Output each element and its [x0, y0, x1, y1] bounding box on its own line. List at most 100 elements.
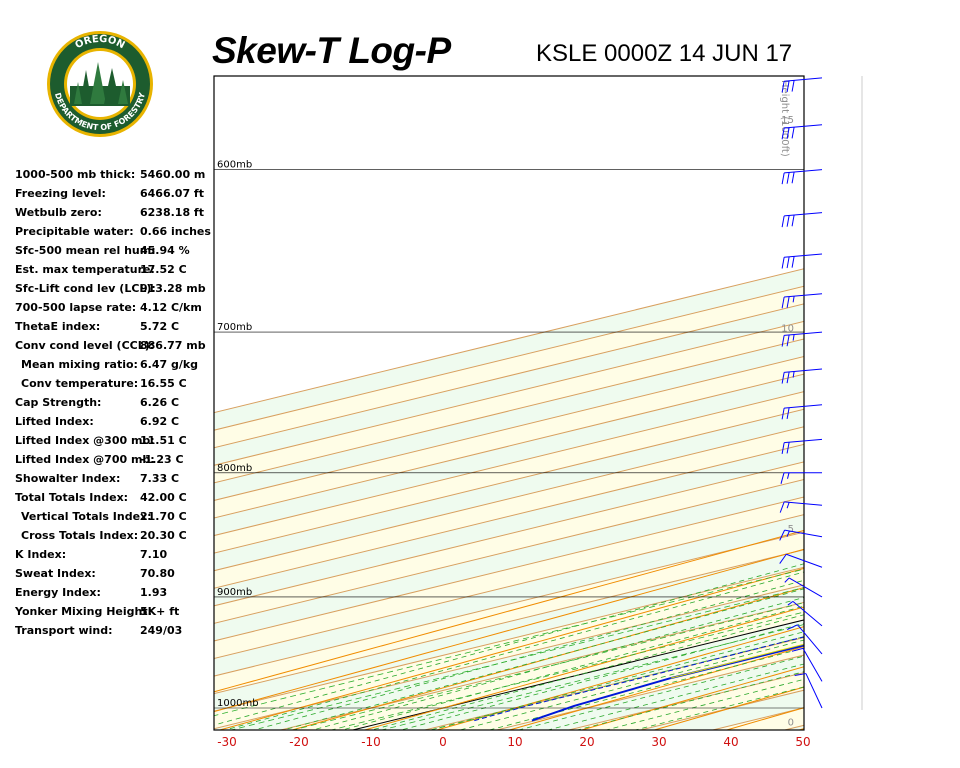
stat-value: 6238.18 ft [140, 206, 204, 219]
wind-barb-staff [784, 253, 823, 258]
stat-value: 6.47 g/kg [140, 358, 199, 371]
wind-barb [784, 577, 823, 598]
isotherm-band [214, 268, 804, 431]
mixing-ratio-line [229, 587, 804, 730]
moist-adiabat [214, 563, 804, 726]
wind-barb-staff [784, 368, 823, 373]
wind-barb [779, 501, 823, 513]
wind-barb [781, 253, 823, 269]
x-tick-label: -20 [289, 735, 309, 749]
isobar-label: 1000mb [217, 698, 259, 709]
wind-barb-half-tick [786, 502, 790, 509]
isotherm-line [214, 285, 804, 431]
wind-barb-tick [791, 647, 804, 652]
wind-barb [794, 673, 823, 709]
wind-barb-tick [781, 127, 785, 140]
height-tick-label: 5 [788, 524, 794, 535]
isotherm-line [214, 514, 804, 660]
wind-barb-staff [788, 577, 823, 598]
mixing-ratio-line [291, 602, 804, 730]
wind-barb-half-tick [786, 530, 790, 537]
isotherm-band [784, 725, 804, 730]
wind-barb-tick [786, 172, 790, 184]
wind-barb [787, 624, 823, 655]
wind-barb-staff [784, 212, 823, 217]
stat-label: Conv cond level (CCL): [15, 339, 155, 352]
stat-label: Yonker Mixing Height: [15, 605, 152, 618]
dry-adiabat [217, 567, 804, 730]
isobar-label: 900mb [217, 587, 252, 598]
stat-label: Cross Totals Index: [21, 529, 139, 542]
isotherm-line [214, 566, 804, 712]
wind-barb-tick [781, 172, 785, 185]
wind-barb-staff [784, 501, 823, 506]
isotherm-band [214, 514, 804, 677]
stat-value: 886.77 mb [140, 339, 206, 352]
wind-barb-staff [786, 553, 823, 568]
stat-value: 1.93 [140, 586, 168, 599]
stat-value: 0.66 inches [140, 225, 211, 238]
x-tick-label: -10 [361, 735, 381, 749]
isotherm-band [214, 391, 804, 554]
moist-adiabat [311, 597, 804, 730]
stat-label: Mean mixing ratio: [21, 358, 138, 371]
wind-barb [787, 600, 823, 627]
wind-barb-tick [781, 215, 785, 228]
isotherm-band [214, 444, 804, 606]
wind-barb-staff [784, 124, 823, 129]
isobar-label: 600mb [217, 160, 252, 171]
stat-value: 249/03 [140, 624, 183, 637]
isotherm-band [214, 409, 804, 571]
wind-barb [781, 331, 823, 347]
isotherm-band [214, 461, 804, 624]
stat-value: 45.94 % [140, 244, 190, 257]
stat-label: Precipitable water: [15, 225, 134, 238]
wind-barb-half-tick [792, 296, 795, 303]
x-tick-label: -30 [217, 735, 237, 749]
stat-value: 21.70 C [140, 510, 187, 523]
dry-adiabat [214, 548, 804, 713]
stat-value: 4.12 C/km [140, 301, 202, 314]
station-time-label: KSLE 0000Z 14 JUN 17 [536, 40, 793, 67]
isotherm-line [214, 303, 804, 449]
isotherm-band [929, 76, 960, 730]
stat-value: 5K+ ft [140, 605, 180, 618]
wind-barb [779, 553, 823, 568]
wind-barb-staff [792, 601, 823, 627]
stat-label: Transport wind: [15, 624, 113, 637]
isotherm-band [214, 567, 804, 729]
wind-barb [781, 169, 823, 185]
isobar-label: 700mb [217, 322, 252, 333]
height-tick-label: 15 [781, 115, 794, 126]
wind-barb-staff [784, 77, 823, 82]
isotherm-line [929, 76, 960, 730]
stat-label: Lifted Index @300 mb: [15, 434, 155, 447]
wind-barb-tick [781, 335, 785, 347]
isotherm-line [214, 391, 804, 537]
stat-value: 70.80 [140, 567, 175, 580]
wind-barb-staff [784, 438, 823, 444]
height-tick-label: 0 [788, 718, 794, 729]
isotherm-band [214, 532, 804, 694]
wind-barb-tick [786, 256, 790, 269]
stat-label: 1000-500 mb thick: [15, 168, 136, 181]
wind-barb-half-tick [792, 371, 795, 378]
isotherm-band [214, 497, 804, 659]
wind-barb [780, 472, 822, 484]
stat-value: -1.23 C [140, 453, 184, 466]
logo-top-text: OREGON [73, 34, 126, 51]
wind-barb-tick [786, 407, 790, 419]
isotherm-line [214, 268, 804, 414]
wind-barb-tick [791, 214, 795, 227]
stat-label: Conv temperature: [21, 377, 139, 390]
stat-label: Est. max temperature: [15, 263, 155, 276]
x-tick-label: 50 [795, 735, 810, 749]
wind-barb-staff [802, 648, 823, 682]
isotherm-line [280, 601, 804, 730]
isotherm-band [857, 76, 960, 730]
wind-barb-staff [805, 673, 823, 709]
wind-barb-tick [779, 529, 786, 541]
wind-barb-tick [794, 673, 807, 676]
stat-label: Sfc-Lift cond lev (LCL): [15, 282, 156, 295]
mixing-ratio-line [214, 568, 804, 717]
